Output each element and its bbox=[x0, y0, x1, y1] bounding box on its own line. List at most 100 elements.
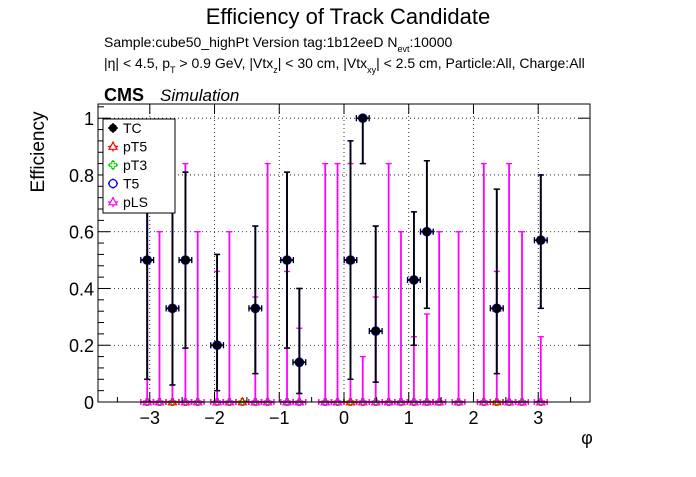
legend-entry-pt3: pT3 bbox=[108, 157, 147, 173]
marker-tc bbox=[212, 341, 222, 350]
marker-pls bbox=[504, 396, 515, 406]
x-tick-label: −2 bbox=[204, 408, 225, 428]
marker-pls bbox=[294, 396, 305, 406]
marker-tc bbox=[143, 255, 152, 265]
x-tick-label: 2 bbox=[468, 408, 478, 428]
y-tick-label: 0.8 bbox=[69, 166, 94, 186]
marker-pls bbox=[192, 396, 203, 406]
marker-pls bbox=[421, 396, 432, 406]
y-tick-label: 0.6 bbox=[69, 223, 94, 243]
data-point-pls bbox=[355, 355, 370, 406]
marker-tc bbox=[251, 304, 260, 313]
data-point-pls bbox=[502, 162, 517, 406]
marker-tc bbox=[371, 326, 380, 336]
data-point-pls bbox=[451, 231, 466, 406]
marker-pls bbox=[370, 396, 381, 406]
marker-pls bbox=[332, 396, 343, 406]
x-tick-label: 3 bbox=[533, 408, 543, 428]
y-axis-label: Efficiency bbox=[28, 111, 49, 192]
simulation-label: Simulation bbox=[160, 86, 239, 105]
legend: TC pT5 pT3 T5 pLS bbox=[102, 118, 176, 214]
data-point-tc bbox=[533, 174, 548, 310]
x-tick-label: −1 bbox=[269, 408, 290, 428]
marker-pls bbox=[408, 396, 419, 406]
marker-pls bbox=[535, 396, 546, 406]
marker-pls bbox=[478, 396, 489, 406]
marker-tc bbox=[295, 358, 304, 367]
data-point-pls bbox=[432, 231, 447, 406]
legend-entry-pt5: pT5 bbox=[107, 139, 147, 155]
data-point-tc bbox=[165, 188, 180, 386]
data-point-tc bbox=[489, 188, 504, 375]
marker-tc bbox=[181, 255, 190, 265]
marker-pls bbox=[212, 396, 223, 406]
y-tick-label: 1 bbox=[84, 109, 94, 129]
y-tick-label: 0.2 bbox=[69, 336, 94, 356]
marker-tc bbox=[358, 113, 367, 123]
x-tick-label: −3 bbox=[140, 408, 161, 428]
marker-pls bbox=[262, 396, 273, 406]
marker-pls bbox=[180, 396, 191, 406]
chart-subtitle-line2: |η| < 4.5, pT > 0.9 GeV, |Vtxz| < 30 cm,… bbox=[104, 55, 585, 75]
data-point-tc bbox=[368, 225, 383, 383]
data-point-pls bbox=[419, 313, 434, 406]
legend-marker-icon bbox=[109, 161, 117, 169]
legend-label: pT5 bbox=[123, 139, 147, 155]
data-point-pls bbox=[533, 336, 548, 406]
marker-pls bbox=[357, 396, 368, 406]
marker-pls bbox=[395, 396, 407, 406]
series-t5 bbox=[140, 113, 548, 395]
grid-lines bbox=[98, 104, 590, 403]
x-tick-label: 1 bbox=[404, 408, 414, 428]
marker-pls bbox=[516, 396, 528, 406]
data-point-pls bbox=[318, 162, 333, 406]
data-point-pls bbox=[476, 162, 491, 406]
legend-label: T5 bbox=[123, 176, 140, 192]
marker-tc bbox=[168, 304, 177, 313]
data-point-tc bbox=[343, 140, 358, 380]
legend-label: pLS bbox=[123, 194, 148, 210]
axes: −3 −2 −1 0 1 2 3 0 0.2 0.4 0.6 0.8 1 bbox=[69, 103, 591, 428]
data-point-pls bbox=[394, 231, 408, 406]
legend-label: pT3 bbox=[123, 157, 147, 173]
legend-entry-pls: pLS bbox=[107, 194, 148, 210]
data-point-tc bbox=[178, 171, 193, 349]
data-point-pls bbox=[515, 231, 529, 406]
marker-tc bbox=[492, 304, 501, 313]
data-point-pls bbox=[406, 336, 421, 406]
data-point-pls bbox=[190, 231, 205, 406]
legend-marker-icon bbox=[107, 141, 119, 150]
marker-tc bbox=[409, 275, 419, 285]
chart-title: Efficiency of Track Candidate bbox=[206, 4, 491, 29]
y-tick-label: 0.4 bbox=[69, 279, 94, 299]
marker-pls bbox=[154, 396, 165, 406]
data-point-tc bbox=[355, 113, 370, 165]
cms-label: CMS bbox=[104, 85, 144, 105]
marker-tc bbox=[422, 227, 432, 236]
data-point-tc bbox=[210, 253, 225, 392]
marker-pls bbox=[250, 396, 261, 406]
data-point-pls bbox=[152, 231, 167, 406]
marker-pls bbox=[281, 396, 293, 406]
data-point-pls bbox=[381, 162, 396, 406]
y-tick-label: 0 bbox=[84, 393, 94, 413]
data-point-pls bbox=[260, 162, 275, 406]
data-point-tc bbox=[292, 287, 307, 395]
legend-marker-icon bbox=[109, 124, 117, 132]
x-axis-label: φ bbox=[581, 428, 593, 448]
marker-tc bbox=[346, 255, 355, 265]
legend-marker-icon bbox=[107, 196, 119, 206]
chart-subtitle-line1: Sample:cube50_highPt Version tag:1b12eeD… bbox=[104, 34, 452, 54]
marker-pls bbox=[320, 396, 331, 406]
marker-tc bbox=[536, 236, 545, 245]
legend-marker-icon bbox=[108, 178, 118, 189]
data-point-tc bbox=[248, 225, 263, 375]
data-point-pls bbox=[330, 162, 345, 406]
data-series bbox=[140, 113, 548, 406]
legend-entry-t5: T5 bbox=[108, 176, 140, 192]
marker-tc bbox=[282, 255, 292, 265]
legend-entry-tc: TC bbox=[108, 120, 142, 136]
legend-label: TC bbox=[123, 120, 142, 136]
marker-pt5 bbox=[237, 396, 248, 406]
